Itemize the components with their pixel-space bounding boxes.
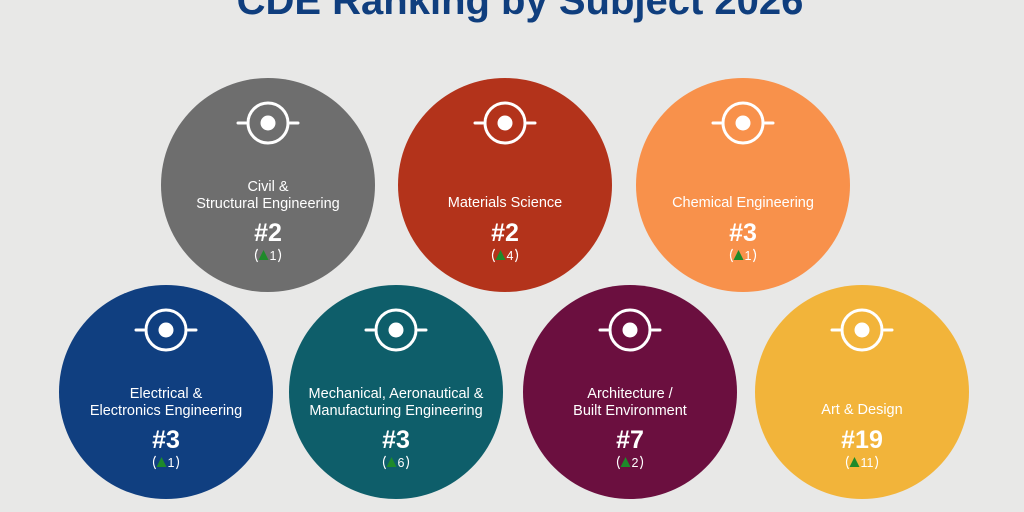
icon-core — [260, 115, 276, 131]
paren — [405, 455, 410, 470]
icon-core — [622, 322, 638, 338]
rank: #7 — [616, 426, 644, 454]
rank-change: 1 — [270, 249, 277, 263]
rank: #19 — [841, 426, 883, 454]
up-arrow — [733, 250, 744, 260]
subject-card: Architecture /Built Environment #7 2 — [523, 285, 737, 499]
subject-name: Manufacturing Engineering — [309, 403, 482, 419]
paren — [382, 455, 387, 470]
paren — [277, 248, 282, 263]
subject-card: Civil &Structural Engineering #2 1 — [161, 78, 375, 292]
icon-ring — [721, 101, 765, 145]
icon — [598, 308, 662, 352]
paren — [752, 248, 757, 263]
rank: #2 — [491, 219, 519, 247]
subject-name: Art & Design — [821, 402, 902, 418]
card-circle — [161, 78, 375, 292]
icon-core — [158, 322, 174, 338]
up-arrow — [495, 250, 506, 260]
paren — [639, 455, 644, 470]
card-circle — [398, 78, 612, 292]
paren — [874, 455, 879, 470]
subject-card: Mechanical, Aeronautical &Manufacturing … — [289, 285, 503, 499]
subject-card: Electrical &Electronics Engineering #3 1 — [59, 285, 273, 499]
rank: #3 — [152, 426, 180, 454]
rank-change: 1 — [168, 456, 175, 470]
subject-name: Structural Engineering — [196, 196, 339, 212]
title: CDE Ranking by Subject 2026 — [237, 0, 804, 23]
card-circle — [636, 78, 850, 292]
up-arrow — [386, 457, 397, 467]
rank-change: 1 — [745, 249, 752, 263]
icon-ring — [246, 101, 290, 145]
rank-change: 11 — [861, 456, 874, 470]
up-arrow — [156, 457, 167, 467]
subject-card: Art & Design #19 11 — [755, 285, 969, 499]
subject-card: Chemical Engineering #3 1 — [636, 78, 850, 292]
subject-name: Architecture / — [587, 386, 673, 402]
icon — [473, 101, 537, 145]
paren — [152, 455, 157, 470]
icon — [236, 101, 300, 145]
rank: #3 — [382, 426, 410, 454]
rank-change: 2 — [632, 456, 639, 470]
subject-name: Built Environment — [573, 403, 687, 419]
paren — [729, 248, 734, 263]
subject-name: Electrical & — [130, 386, 203, 402]
rank: #3 — [729, 219, 757, 247]
icon-ring — [144, 308, 188, 352]
subject-card: Materials Science #2 4 — [398, 78, 612, 292]
paren — [175, 455, 180, 470]
card-circle — [523, 285, 737, 499]
paren — [254, 248, 259, 263]
paren — [616, 455, 621, 470]
subject-name: Civil & — [247, 179, 288, 195]
icon — [830, 308, 894, 352]
rank-change: 4 — [507, 249, 514, 263]
subject-name: Electronics Engineering — [90, 403, 242, 419]
icon-ring — [840, 308, 884, 352]
rank-change: 6 — [398, 456, 405, 470]
icon — [711, 101, 775, 145]
icon-ring — [483, 101, 527, 145]
subject-name: Materials Science — [448, 195, 562, 211]
icon-core — [854, 322, 870, 338]
icon-core — [497, 115, 513, 131]
card-circle — [59, 285, 273, 499]
rank: #2 — [254, 219, 282, 247]
paren — [514, 248, 519, 263]
paren — [491, 248, 496, 263]
up-arrow — [258, 250, 269, 260]
icon-core — [388, 322, 404, 338]
paren — [845, 455, 850, 470]
up-arrow — [849, 457, 860, 467]
up-arrow — [620, 457, 631, 467]
icon-core — [735, 115, 751, 131]
icon-ring — [374, 308, 418, 352]
subject-name: Mechanical, Aeronautical & — [309, 386, 484, 402]
icon — [364, 308, 428, 352]
card-circle — [755, 285, 969, 499]
card-circle — [289, 285, 503, 499]
icon — [134, 308, 198, 352]
icon-ring — [608, 308, 652, 352]
subject-name: Chemical Engineering — [672, 195, 814, 211]
